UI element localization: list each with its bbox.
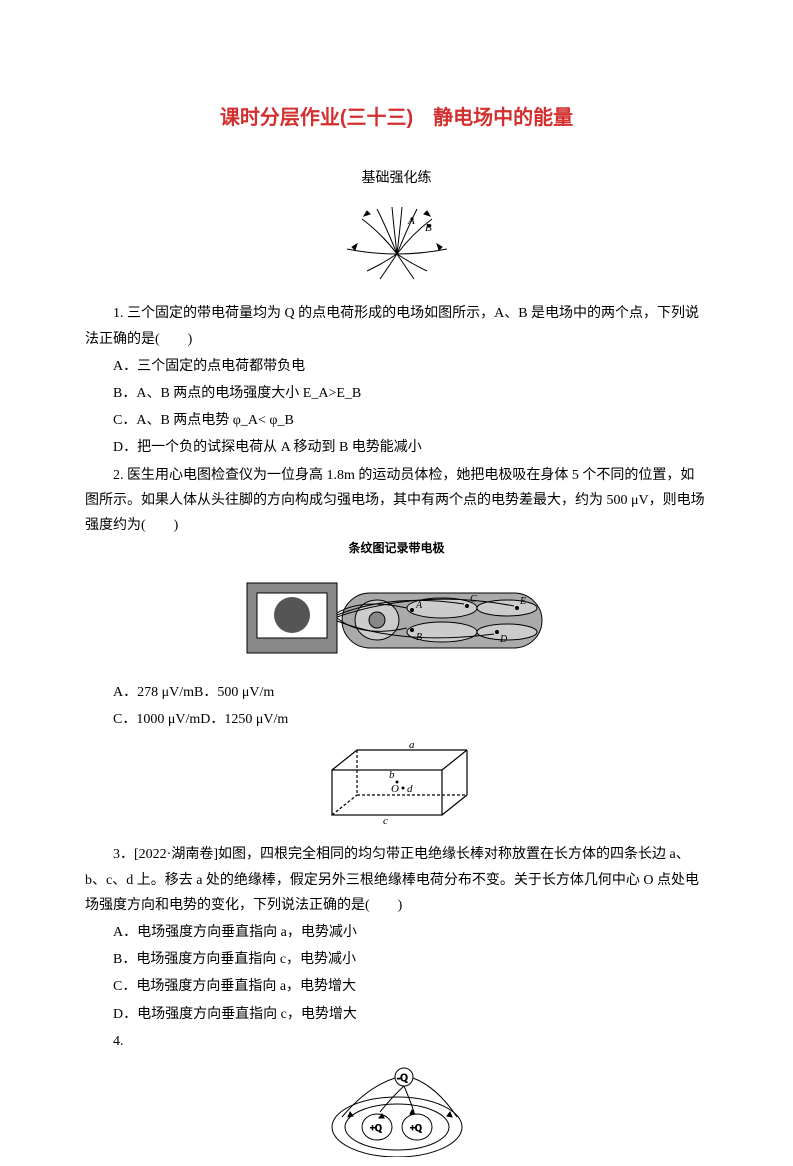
q2-figure-label: 条纹图记录带电极: [85, 538, 708, 560]
svg-text:B: B: [425, 222, 432, 234]
q4-num: 4.: [85, 1029, 708, 1054]
svg-text:+Q: +Q: [410, 1123, 422, 1133]
svg-text:E: E: [519, 596, 526, 607]
svg-text:d: d: [407, 783, 413, 795]
page-title: 课时分层作业(三十三) 静电场中的能量: [85, 100, 708, 136]
section-subtitle: 基础强化练: [85, 166, 708, 191]
q3-figure: a b O d c: [85, 740, 708, 834]
q2-option-ab: A．278 μV/mB．500 μV/m: [85, 680, 708, 705]
svg-text:O: O: [391, 783, 399, 795]
q2-option-b-text: B．500 μV/m: [194, 685, 274, 700]
q2-stem: 2. 医生用心电图检查仪为一位身高 1.8m 的运动员体检，她把电极吸在身体 5…: [85, 463, 708, 539]
q1-option-d: D．把一个负的试探电荷从 A 移动到 B 电势能减小: [85, 435, 708, 460]
q1-stem: 1. 三个固定的带电荷量均为 Q 的点电荷形成的电场如图所示，A、B 是电场中的…: [85, 301, 708, 351]
q1-figure: A B: [85, 199, 708, 293]
svg-text:+Q: +Q: [370, 1123, 382, 1133]
q1-option-c: C．A、B 两点电势 φ_A< φ_B: [85, 408, 708, 433]
svg-text:a: a: [409, 740, 415, 751]
svg-text:b: b: [389, 769, 395, 781]
q2-figure: A B C D E: [85, 568, 708, 672]
svg-text:-Q: -Q: [397, 1073, 408, 1084]
svg-text:D: D: [499, 634, 508, 645]
q2-option-d-text: D．1250 μV/m: [200, 712, 288, 727]
q3-option-b: B．电场强度方向垂直指向 c，电势减小: [85, 947, 708, 972]
q3-option-c: C．电场强度方向垂直指向 a，电势增大: [85, 974, 708, 999]
q3-stem: 3．[2022·湖南卷]如图，四根完全相同的均匀带正电绝缘长棒对称放置在长方体的…: [85, 842, 708, 918]
svg-text:c: c: [383, 815, 388, 825]
svg-text:A: A: [407, 215, 415, 227]
q4-figure: -Q +Q +Q: [85, 1062, 708, 1166]
q2-option-c-text: C．1000 μV/m: [113, 712, 200, 727]
q3-option-d: D．电场强度方向垂直指向 c，电势增大: [85, 1002, 708, 1027]
q2-option-a-text: A．278 μV/m: [113, 685, 194, 700]
q3-option-a: A．电场强度方向垂直指向 a，电势减小: [85, 920, 708, 945]
q1-option-b: B．A、B 两点的电场强度大小 E_A>E_B: [85, 381, 708, 406]
svg-text:C: C: [470, 594, 477, 605]
q1-option-a: A．三个固定的点电荷都带负电: [85, 354, 708, 379]
q2-option-cd: C．1000 μV/mD．1250 μV/m: [85, 707, 708, 732]
svg-text:A: A: [415, 600, 423, 611]
